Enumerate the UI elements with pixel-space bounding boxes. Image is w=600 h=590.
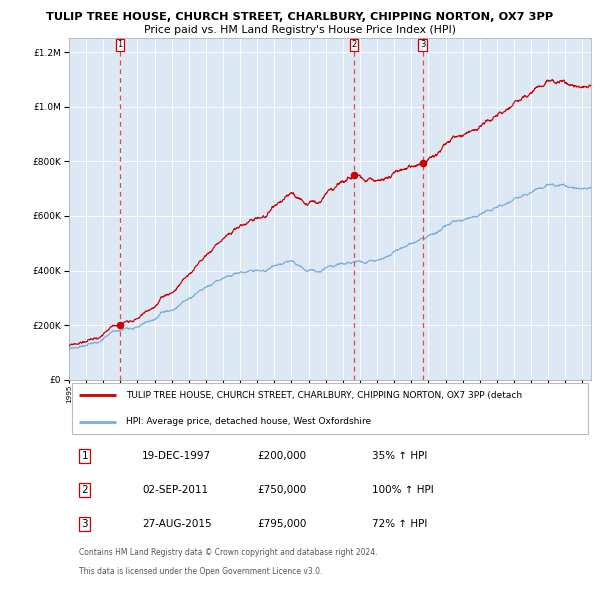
Text: Contains HM Land Registry data © Crown copyright and database right 2024.: Contains HM Land Registry data © Crown c… [79, 548, 378, 557]
FancyBboxPatch shape [71, 383, 589, 434]
Text: TULIP TREE HOUSE, CHURCH STREET, CHARLBURY, CHIPPING NORTON, OX7 3PP: TULIP TREE HOUSE, CHURCH STREET, CHARLBU… [46, 12, 554, 22]
Text: HPI: Average price, detached house, West Oxfordshire: HPI: Average price, detached house, West… [127, 417, 371, 426]
Text: 2: 2 [352, 40, 357, 49]
Text: 02-SEP-2011: 02-SEP-2011 [142, 485, 208, 495]
Text: £795,000: £795,000 [257, 519, 306, 529]
Text: 1: 1 [82, 451, 88, 461]
Text: 3: 3 [420, 40, 425, 49]
Text: 72% ↑ HPI: 72% ↑ HPI [372, 519, 427, 529]
Text: 100% ↑ HPI: 100% ↑ HPI [372, 485, 434, 495]
Text: This data is licensed under the Open Government Licence v3.0.: This data is licensed under the Open Gov… [79, 567, 323, 576]
Text: £750,000: £750,000 [257, 485, 306, 495]
Text: 1: 1 [117, 40, 122, 49]
Text: Price paid vs. HM Land Registry's House Price Index (HPI): Price paid vs. HM Land Registry's House … [144, 25, 456, 35]
Text: £200,000: £200,000 [257, 451, 306, 461]
Text: 35% ↑ HPI: 35% ↑ HPI [372, 451, 427, 461]
Text: 2: 2 [82, 485, 88, 495]
Text: TULIP TREE HOUSE, CHURCH STREET, CHARLBURY, CHIPPING NORTON, OX7 3PP (detach: TULIP TREE HOUSE, CHURCH STREET, CHARLBU… [127, 391, 523, 400]
Text: 19-DEC-1997: 19-DEC-1997 [142, 451, 211, 461]
Text: 27-AUG-2015: 27-AUG-2015 [142, 519, 212, 529]
Text: 3: 3 [82, 519, 88, 529]
